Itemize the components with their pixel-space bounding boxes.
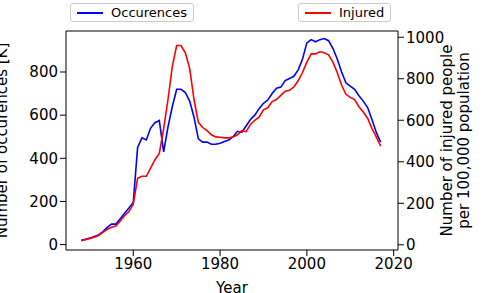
svg-text:400: 400 (29, 150, 58, 168)
svg-text:0: 0 (48, 236, 58, 254)
svg-text:800: 800 (406, 70, 435, 88)
svg-text:1960: 1960 (114, 255, 152, 273)
svg-text:Year: Year (215, 279, 249, 293)
svg-text:Number of occurences [K]: Number of occurences [K] (8, 43, 11, 239)
svg-text:Number of injured peopleper 10: Number of injured peopleper 100,000 popu… (438, 45, 473, 237)
svg-text:800: 800 (29, 63, 58, 81)
svg-text:200: 200 (29, 193, 58, 211)
html-text:Occurences: Occurences (111, 5, 187, 20)
svg-text:600: 600 (406, 112, 435, 130)
svg-text:2020: 2020 (375, 255, 413, 273)
svg-text:1980: 1980 (201, 255, 239, 273)
svg-text:200: 200 (406, 195, 435, 213)
svg-text:600: 600 (29, 106, 58, 124)
svg-text:1000: 1000 (406, 29, 444, 47)
svg-text:400: 400 (406, 153, 435, 171)
svg-text:2000: 2000 (288, 255, 326, 273)
svg-text:0: 0 (406, 236, 416, 254)
html-text:Injured: Injured (339, 5, 385, 20)
